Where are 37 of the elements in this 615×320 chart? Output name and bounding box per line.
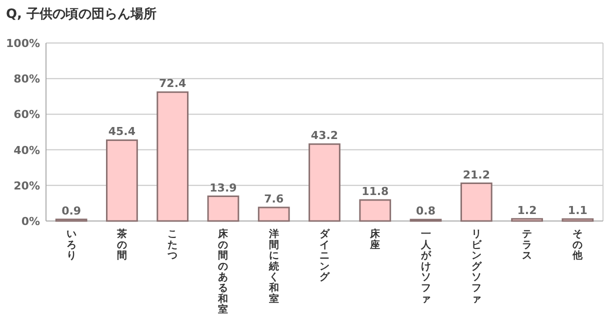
y-tick-label: 100% [6,37,40,50]
bar [258,206,290,222]
bar [460,182,492,222]
bar [156,91,189,222]
data-label: 21.2 [462,168,490,182]
chart-title: Q, 子供の頃の団らん場所 [6,6,157,22]
data-label: 0.9 [62,204,82,218]
y-tick-label: 20% [14,179,40,192]
data-label: 43.2 [310,129,338,142]
x-tick-label: 床の間のある和室 [217,228,230,316]
x-tick-label: その他 [572,229,584,262]
y-tick-label: 60% [14,108,40,122]
x-tick-label: 茶の間 [116,228,127,262]
x-tick-label: ダイニング [320,228,330,284]
x-tick-label: いろり [66,229,76,262]
data-label: 11.8 [362,184,389,198]
data-label: 0.8 [416,204,436,218]
x-tick-label: 一人がけソファ [420,229,432,305]
bar [207,196,240,222]
y-tick-label: 0% [21,215,40,228]
data-label: 45.4 [108,125,136,138]
x-tick-label: 洋間に続く和室 [268,228,279,305]
data-label: 7.6 [264,192,284,206]
x-tick-label: リビングソファ [471,229,482,305]
data-label: 72.4 [159,77,187,90]
data-label: 13.9 [210,181,237,194]
x-tick-label: 床座 [369,228,382,251]
data-label: 1.2 [517,204,537,217]
x-tick-label: テラス [522,229,532,262]
y-tick-label: 80% [14,72,40,86]
data-label: 1.1 [568,204,588,218]
x-tick-label: こたつ [166,229,178,262]
bar [359,199,392,222]
bar [106,139,138,222]
bar [308,143,340,222]
bar [511,218,543,222]
y-tick-label: 40% [14,144,40,157]
